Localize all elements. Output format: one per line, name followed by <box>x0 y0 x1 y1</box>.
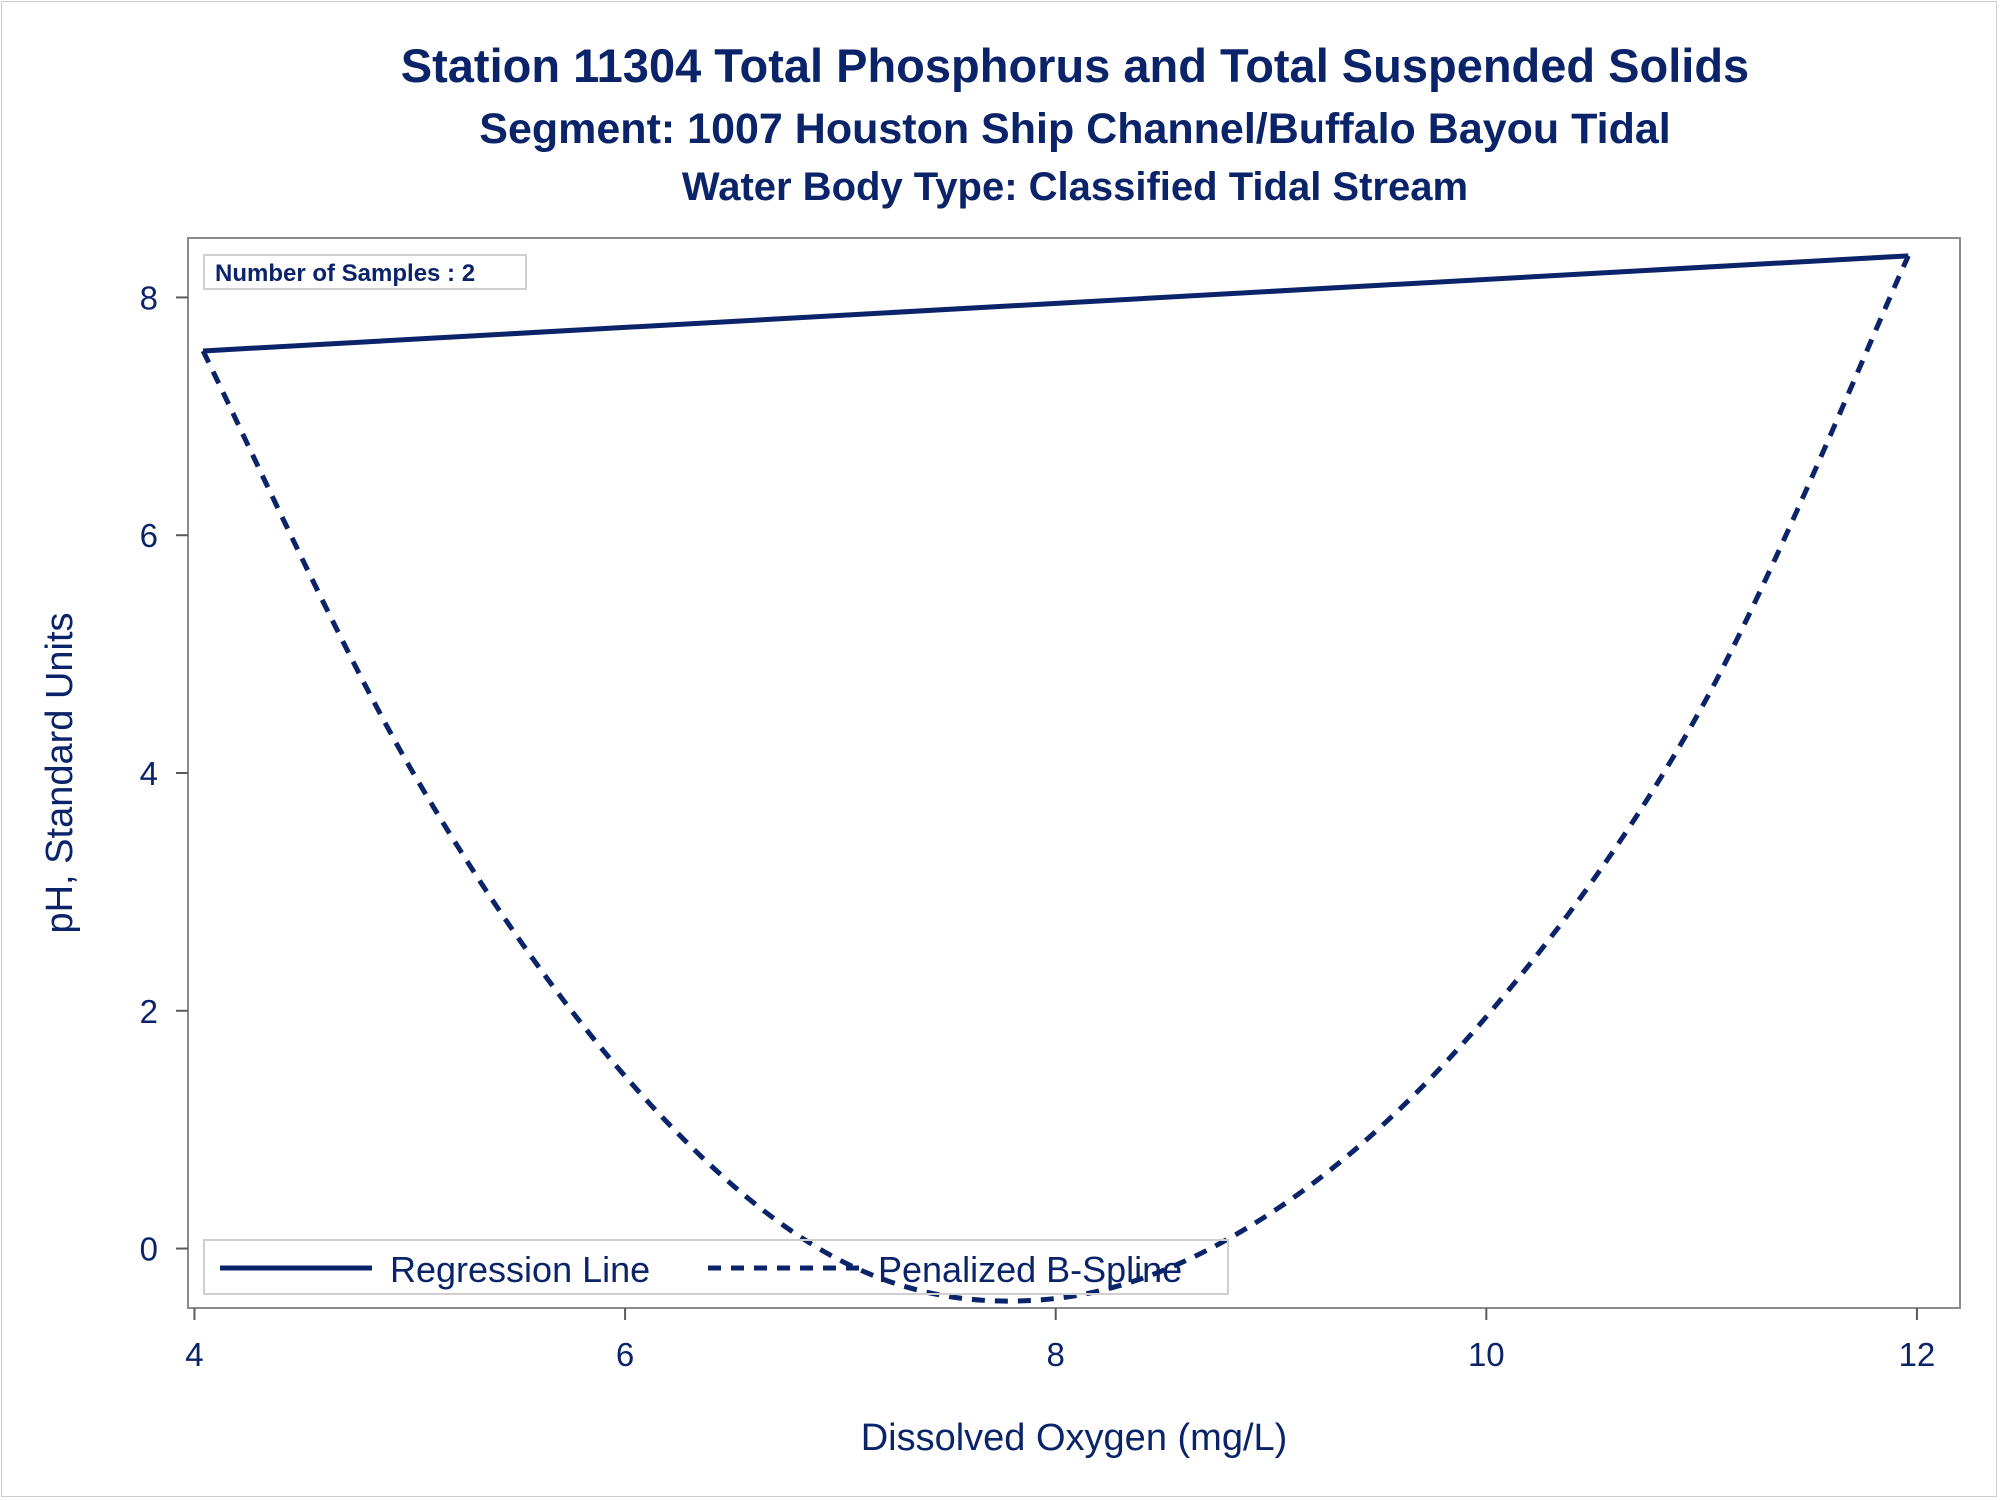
y-tick-label-8: 8 <box>140 279 158 316</box>
x-axis: 4 6 8 10 12 <box>185 1308 1935 1373</box>
chart-subtitle-2: Water Body Type: Classified Tidal Stream <box>681 165 1469 209</box>
y-tick-label-2: 2 <box>140 993 158 1030</box>
series-group <box>200 253 1911 1304</box>
sample-count-box: Number of Samples : 2 <box>203 254 527 290</box>
x-tick-label-4: 4 <box>185 1336 203 1373</box>
legend-label-spline: Penalized B-Spline <box>878 1249 1182 1290</box>
y-tick-label-0: 0 <box>140 1231 158 1268</box>
chart-subtitle: Segment: 1007 Houston Ship Channel/Buffa… <box>479 105 1671 153</box>
sample-count-label: Number of Samples : 2 <box>215 260 475 287</box>
x-tick-label-10: 10 <box>1468 1336 1505 1373</box>
legend-label-regression: Regression Line <box>390 1249 650 1290</box>
y-axis-title: pH, Standard Units <box>39 612 81 933</box>
sample-count-border <box>203 254 527 290</box>
x-tick-label-8: 8 <box>1047 1336 1065 1373</box>
legend: Regression Line Penalized B-Spline <box>203 1239 1229 1295</box>
y-tick-label-6: 6 <box>140 517 158 554</box>
series-line-spline <box>200 254 1911 1304</box>
x-tick-label-6: 6 <box>616 1336 634 1373</box>
x-axis-title: Dissolved Oxygen (mg/L) <box>861 1417 1288 1459</box>
chart-title: Station 11304 Total Phosphorus and Total… <box>400 39 1750 92</box>
y-tick-label-4: 4 <box>140 755 158 792</box>
legend-border <box>203 1239 1229 1295</box>
plot-area <box>187 237 1961 1309</box>
x-tick-label-12: 12 <box>1899 1336 1936 1373</box>
series-line-regression <box>202 253 1909 354</box>
y-axis: 0 2 4 6 8 <box>140 279 188 1268</box>
